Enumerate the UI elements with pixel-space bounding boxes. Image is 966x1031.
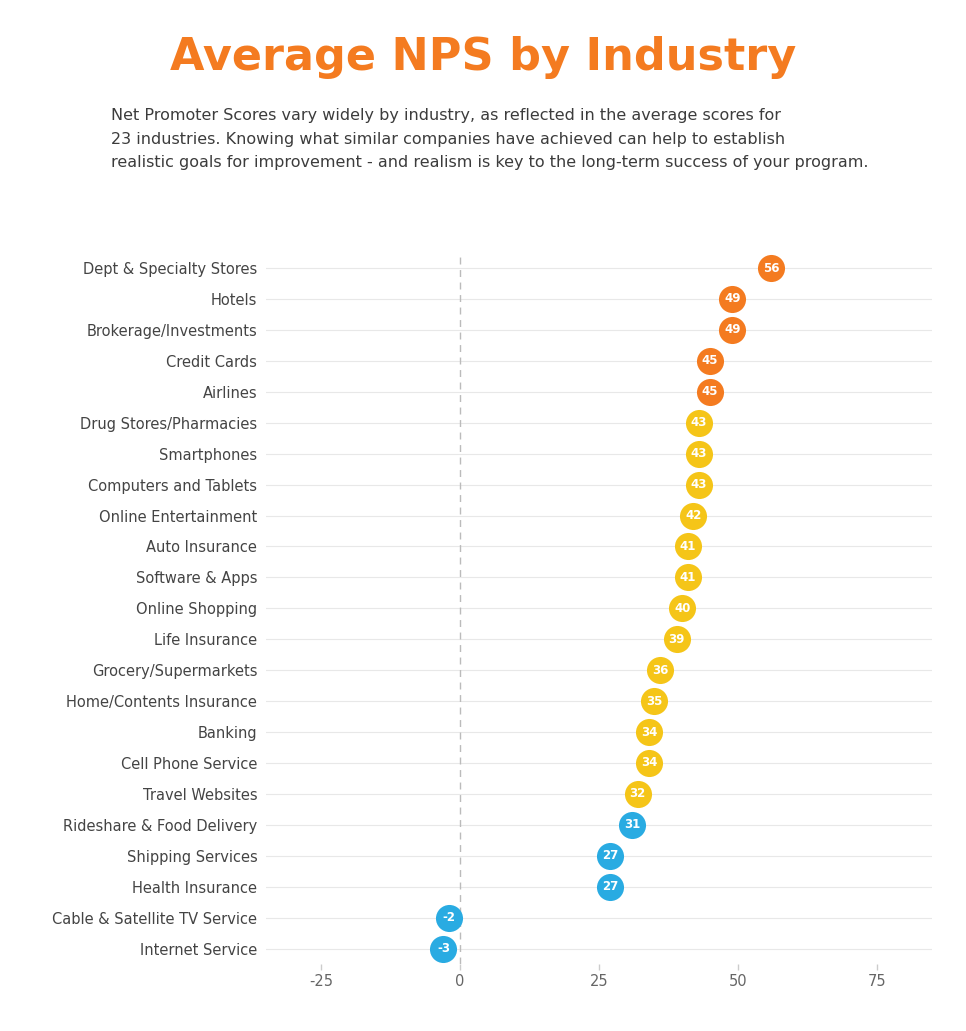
Point — [630, 786, 645, 802]
Point — [680, 569, 696, 586]
Text: 40: 40 — [674, 602, 691, 614]
Text: 43: 43 — [691, 447, 707, 460]
Point — [641, 724, 657, 740]
Point — [647, 693, 663, 709]
Point — [668, 631, 684, 647]
Text: 34: 34 — [640, 726, 657, 738]
Point — [686, 507, 701, 524]
Point — [625, 817, 640, 833]
Point — [603, 878, 618, 895]
Point — [680, 538, 696, 555]
Point — [436, 940, 451, 957]
Text: 43: 43 — [691, 478, 707, 491]
Point — [702, 353, 718, 369]
Text: 39: 39 — [668, 633, 685, 645]
Point — [724, 322, 740, 338]
Text: 35: 35 — [646, 695, 663, 707]
Point — [692, 476, 707, 493]
Point — [702, 384, 718, 400]
Text: 43: 43 — [691, 417, 707, 429]
Text: -3: -3 — [437, 942, 450, 955]
Text: 42: 42 — [685, 509, 701, 522]
Point — [441, 909, 457, 926]
Text: 32: 32 — [630, 788, 646, 800]
Point — [652, 662, 668, 678]
Text: 27: 27 — [602, 850, 618, 862]
Text: -2: -2 — [442, 911, 455, 924]
Point — [763, 260, 779, 276]
Text: 45: 45 — [701, 386, 719, 398]
Text: 56: 56 — [763, 262, 780, 274]
Text: 27: 27 — [602, 880, 618, 893]
Text: 31: 31 — [624, 819, 640, 831]
Point — [692, 414, 707, 431]
Text: 34: 34 — [640, 757, 657, 769]
Text: 36: 36 — [652, 664, 668, 676]
Point — [674, 600, 690, 617]
Text: Net Promoter Scores vary widely by industry, as reflected in the average scores : Net Promoter Scores vary widely by indus… — [111, 108, 868, 170]
Point — [692, 445, 707, 462]
Text: 49: 49 — [724, 324, 741, 336]
Text: 45: 45 — [701, 355, 719, 367]
Text: Average NPS by Industry: Average NPS by Industry — [170, 36, 796, 79]
Text: 41: 41 — [680, 540, 696, 553]
Point — [603, 847, 618, 864]
Text: 41: 41 — [680, 571, 696, 584]
Point — [641, 755, 657, 771]
Point — [724, 291, 740, 307]
Text: 49: 49 — [724, 293, 741, 305]
